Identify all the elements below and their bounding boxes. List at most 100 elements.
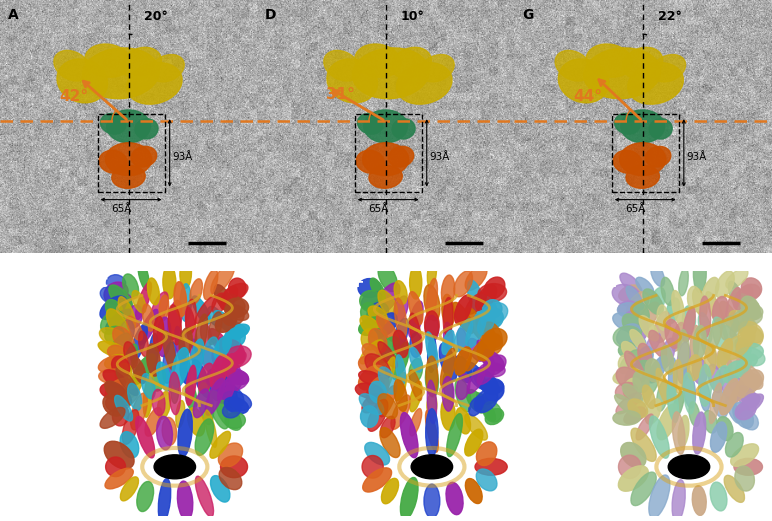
Ellipse shape <box>195 476 214 517</box>
Ellipse shape <box>220 286 238 309</box>
Ellipse shape <box>669 455 709 479</box>
Ellipse shape <box>285 421 291 443</box>
Ellipse shape <box>661 277 674 305</box>
Ellipse shape <box>408 301 423 338</box>
Ellipse shape <box>220 319 248 335</box>
Ellipse shape <box>132 357 146 383</box>
Ellipse shape <box>424 484 440 518</box>
Ellipse shape <box>716 271 734 298</box>
Ellipse shape <box>736 332 755 352</box>
Ellipse shape <box>444 322 452 351</box>
Ellipse shape <box>740 321 764 343</box>
Ellipse shape <box>124 344 137 373</box>
Ellipse shape <box>325 435 335 454</box>
Ellipse shape <box>617 324 641 345</box>
Ellipse shape <box>575 302 581 314</box>
Ellipse shape <box>118 296 136 329</box>
Ellipse shape <box>394 373 406 401</box>
Ellipse shape <box>315 481 322 503</box>
Ellipse shape <box>16 316 23 325</box>
Ellipse shape <box>530 316 545 328</box>
Ellipse shape <box>179 328 192 356</box>
Ellipse shape <box>57 358 63 366</box>
Ellipse shape <box>286 416 293 424</box>
Ellipse shape <box>279 321 286 328</box>
Ellipse shape <box>427 380 436 424</box>
Ellipse shape <box>107 275 126 291</box>
Ellipse shape <box>283 284 290 294</box>
Ellipse shape <box>150 55 185 82</box>
Ellipse shape <box>381 478 398 504</box>
Ellipse shape <box>201 323 212 347</box>
Ellipse shape <box>656 380 669 412</box>
Ellipse shape <box>57 399 70 417</box>
Ellipse shape <box>54 51 90 81</box>
Ellipse shape <box>15 470 24 488</box>
Ellipse shape <box>274 334 288 345</box>
Ellipse shape <box>283 417 290 428</box>
Ellipse shape <box>328 407 333 415</box>
Ellipse shape <box>391 395 411 429</box>
Ellipse shape <box>560 419 561 436</box>
Ellipse shape <box>319 351 325 362</box>
Ellipse shape <box>393 330 408 357</box>
Ellipse shape <box>477 340 495 370</box>
Ellipse shape <box>741 278 762 298</box>
Ellipse shape <box>583 436 591 454</box>
Ellipse shape <box>120 432 139 458</box>
Ellipse shape <box>645 146 671 167</box>
Ellipse shape <box>107 309 130 341</box>
Ellipse shape <box>225 375 242 396</box>
Ellipse shape <box>154 455 195 479</box>
Ellipse shape <box>621 110 665 143</box>
Ellipse shape <box>18 340 25 346</box>
Ellipse shape <box>107 110 151 143</box>
Ellipse shape <box>573 399 584 417</box>
Ellipse shape <box>127 383 141 410</box>
Ellipse shape <box>154 316 164 352</box>
Ellipse shape <box>737 394 764 417</box>
Ellipse shape <box>527 458 533 465</box>
Ellipse shape <box>162 417 177 445</box>
Ellipse shape <box>121 47 161 79</box>
Ellipse shape <box>623 47 662 79</box>
Ellipse shape <box>573 417 580 426</box>
Ellipse shape <box>693 255 706 292</box>
Ellipse shape <box>124 342 137 368</box>
Ellipse shape <box>454 271 472 297</box>
Text: 10°: 10° <box>401 10 425 23</box>
Ellipse shape <box>69 280 75 290</box>
Ellipse shape <box>543 424 547 440</box>
Ellipse shape <box>541 424 549 436</box>
Ellipse shape <box>454 356 472 383</box>
Ellipse shape <box>530 403 535 412</box>
Ellipse shape <box>180 358 191 383</box>
Ellipse shape <box>688 287 701 312</box>
Ellipse shape <box>189 339 203 367</box>
Ellipse shape <box>394 379 408 412</box>
Ellipse shape <box>58 477 65 506</box>
Ellipse shape <box>358 365 384 390</box>
Ellipse shape <box>718 351 732 369</box>
Ellipse shape <box>322 314 330 326</box>
Ellipse shape <box>198 383 214 425</box>
Ellipse shape <box>318 390 323 399</box>
Ellipse shape <box>726 432 743 457</box>
Ellipse shape <box>571 399 578 408</box>
Ellipse shape <box>362 344 381 362</box>
Ellipse shape <box>401 477 418 519</box>
Ellipse shape <box>69 341 74 350</box>
Ellipse shape <box>410 266 422 299</box>
Ellipse shape <box>541 416 549 448</box>
Ellipse shape <box>367 376 389 404</box>
Ellipse shape <box>274 279 287 297</box>
Ellipse shape <box>145 407 162 436</box>
Ellipse shape <box>717 339 733 368</box>
Ellipse shape <box>573 351 584 362</box>
Ellipse shape <box>692 358 707 384</box>
Ellipse shape <box>735 466 754 491</box>
Ellipse shape <box>730 444 759 466</box>
Ellipse shape <box>378 342 398 368</box>
Ellipse shape <box>394 281 407 304</box>
Ellipse shape <box>225 305 249 320</box>
